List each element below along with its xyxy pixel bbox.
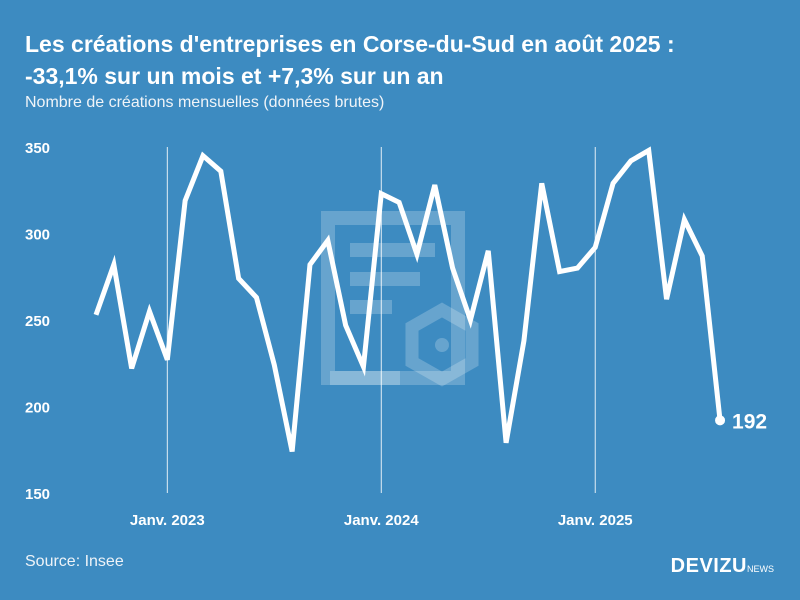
watermark-document-icon xyxy=(321,211,479,387)
x-tick-label: Janv. 2024 xyxy=(344,512,419,529)
source-note: Source: Insee xyxy=(25,553,124,570)
series-line xyxy=(93,146,723,452)
last-value-label: 192 xyxy=(732,410,767,433)
x-tick-label: Janv. 2023 xyxy=(130,512,205,529)
devizu-logo: DEVIZUNEWS xyxy=(671,555,774,578)
y-tick-label: 350 xyxy=(25,140,50,157)
y-tick-label: 250 xyxy=(25,313,50,330)
y-tick-label: 300 xyxy=(25,227,50,244)
x-tick-label: Janv. 2025 xyxy=(558,512,633,529)
logo-main: DEVIZU xyxy=(670,555,747,577)
data-point xyxy=(715,415,726,426)
chart-title: Les créations d'entreprises en Corse-du-… xyxy=(25,28,785,92)
y-tick-label: 150 xyxy=(25,486,50,503)
title-line-1: Les créations d'entreprises en Corse-du-… xyxy=(25,31,675,57)
chart-subtitle: Nombre de créations mensuelles (données … xyxy=(25,94,385,111)
logo-suffix: NEWS xyxy=(747,564,774,574)
title-line-2: -33,1% sur un mois et +7,3% sur un an xyxy=(25,63,444,89)
y-tick-label: 200 xyxy=(25,400,50,417)
